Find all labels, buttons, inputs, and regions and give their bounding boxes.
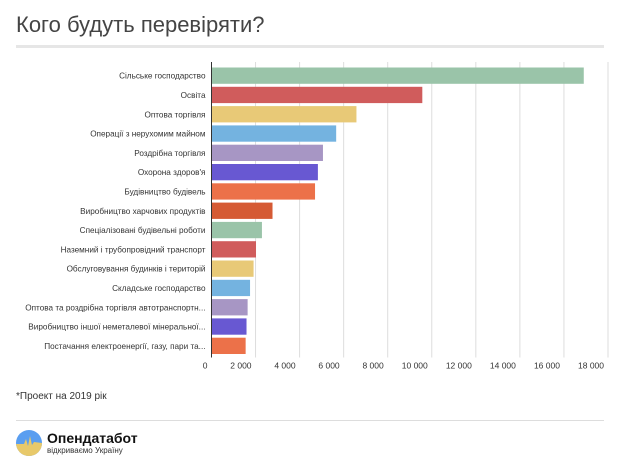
category-label: Операції з нерухомим майном	[90, 130, 206, 139]
bar	[211, 183, 316, 200]
bar	[211, 202, 273, 219]
category-label: Оптова торгівля	[144, 110, 205, 119]
bar	[211, 279, 251, 297]
brand-logo[interactable]: Опендатабот відкриваємо Україну	[16, 430, 138, 456]
page-title: Кого будуть перевіряти?	[16, 12, 265, 37]
x-tick-label: 8 000	[362, 361, 384, 371]
category-label: Обслуговування будинків і територій	[67, 265, 206, 274]
bar	[211, 67, 584, 84]
x-tick-label: 14 000	[490, 361, 516, 371]
category-label: Наземний і трубопровідний транспорт	[61, 245, 206, 254]
bar	[211, 125, 337, 142]
category-label: Складське господарство	[112, 284, 206, 293]
category-label: Будівництво будівель	[124, 187, 205, 196]
bar	[211, 86, 423, 104]
category-label: Виробництво іншої неметалевої мінерально…	[28, 323, 205, 332]
x-tick-label: 4 000	[274, 361, 296, 371]
bar	[211, 337, 246, 354]
bar-chart: 0 2 000 4 000 6 000 8 000 10 000 12 000 14 000 1…	[25, 62, 609, 371]
x-tick-label: 16 000	[534, 361, 560, 371]
x-tick-label: 2 000	[230, 361, 252, 371]
category-label: Виробництво харчових продуктів	[80, 207, 205, 216]
bar	[211, 221, 262, 239]
x-tick-label: 12 000	[446, 361, 472, 371]
category-label: Сільське господарство	[119, 72, 206, 81]
category-label: Спеціалізовані будівельні роботи	[80, 226, 206, 235]
bar	[211, 318, 247, 335]
x-tick-label: 18 000	[578, 361, 604, 371]
footer-divider	[16, 420, 604, 421]
category-label: Роздрібна торгівля	[134, 149, 205, 158]
footnote: *Проект на 2019 рік	[16, 391, 107, 402]
bar	[211, 144, 323, 161]
brand-name: Опендатабот	[47, 430, 138, 446]
brand-tagline: відкриваємо Україну	[47, 446, 123, 455]
title-divider	[16, 45, 604, 48]
category-label: Освіта	[181, 91, 206, 100]
bar	[211, 299, 248, 316]
category-label: Оптова та роздрібна торгівля автотранспо…	[25, 303, 205, 312]
bar	[211, 241, 256, 258]
category-label: Охорона здоров'я	[138, 168, 206, 177]
x-tick-label: 0	[203, 361, 208, 371]
category-label: Постачання електроенергії, газу, пари та…	[44, 342, 205, 351]
bar	[211, 260, 254, 277]
bar	[211, 164, 318, 181]
x-tick-label: 6 000	[318, 361, 340, 371]
bar	[211, 106, 357, 123]
opendatabot-logo-icon	[16, 430, 42, 456]
x-tick-label: 10 000	[402, 361, 428, 371]
